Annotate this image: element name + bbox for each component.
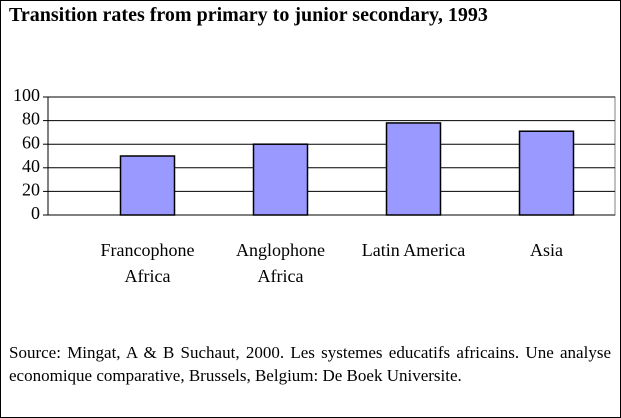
bar (119, 155, 176, 216)
y-tick-label: 40 (22, 156, 40, 176)
x-tick-label: Asia (530, 240, 563, 260)
bar (385, 122, 442, 216)
x-tick-label: Francophone Africa (100, 240, 195, 286)
bar (518, 130, 575, 216)
y-tick-label: 80 (22, 109, 40, 129)
x-tick-label: Anglophone Africa (236, 240, 325, 286)
y-tick-label: 60 (22, 132, 40, 152)
bar (252, 143, 309, 216)
y-tick-label: 0 (31, 203, 40, 223)
y-tick-label: 20 (22, 180, 40, 200)
x-tick-label: Latin America (361, 240, 466, 260)
chart-title: Transition rates from primary to junior … (9, 4, 488, 26)
y-tick-label: 100 (13, 85, 40, 105)
source-note: Source: Mingat, A & B Suchaut, 2000. Les… (9, 343, 611, 385)
